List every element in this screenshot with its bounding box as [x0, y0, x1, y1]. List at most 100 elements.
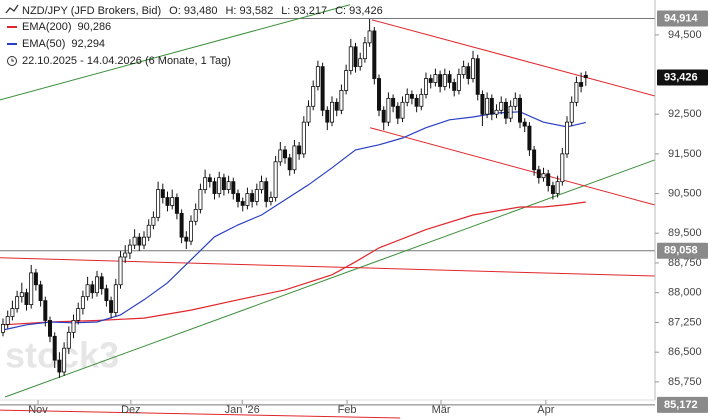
- candle-body: [250, 193, 255, 202]
- candle-body: [456, 74, 461, 91]
- candle-body: [273, 161, 278, 198]
- candle-body: [90, 284, 95, 294]
- candle-body: [391, 97, 396, 107]
- candle-body: [433, 74, 438, 83]
- candle-body: [536, 169, 541, 179]
- candle-body: [489, 97, 494, 115]
- price-label: 93,426: [664, 71, 698, 83]
- candle-body: [560, 153, 565, 183]
- y-tick-label: 90,500: [668, 187, 702, 199]
- candle-body: [160, 189, 165, 198]
- header-value: H: 93,582: [225, 5, 273, 17]
- candle-body: [254, 189, 259, 202]
- candle-body: [142, 236, 147, 246]
- candle-body: [184, 236, 189, 242]
- candle-body: [217, 177, 222, 194]
- candle-body: [57, 359, 62, 373]
- clock-icon: [7, 56, 17, 66]
- candle-body: [287, 157, 292, 171]
- candle-body: [259, 181, 264, 190]
- price-label: 89,058: [664, 245, 698, 257]
- candle-body: [179, 212, 184, 238]
- candle-body: [452, 82, 457, 91]
- legend-swatch: [7, 26, 17, 28]
- candle-body: [198, 189, 203, 210]
- candle-body: [99, 276, 104, 290]
- candle-body: [522, 121, 527, 127]
- candle-body: [193, 209, 198, 222]
- candle-body: [569, 101, 574, 123]
- period: 22.10.2025 - 14.04.2026 (6 Monate, 1 Tag…: [22, 55, 231, 67]
- candle-body: [485, 97, 490, 115]
- candle-body: [1, 324, 6, 333]
- candle-body: [546, 173, 551, 187]
- header-value: O: 93,480: [169, 5, 217, 17]
- candle-body: [311, 86, 316, 107]
- candle-body: [76, 308, 81, 321]
- y-tick-label: 92,500: [668, 108, 702, 120]
- candle-body: [231, 181, 236, 194]
- candle-body: [170, 197, 175, 206]
- candle-body: [541, 173, 546, 179]
- trend-line: [4, 159, 656, 398]
- candle-body: [344, 70, 349, 91]
- candle-body: [245, 193, 250, 206]
- chart-icon: [5, 4, 19, 14]
- candle-body: [471, 58, 476, 79]
- candle-body: [109, 300, 114, 313]
- price-label-box: [657, 396, 708, 413]
- y-tick-label: 88,000: [668, 287, 702, 299]
- candle-body: [236, 193, 241, 202]
- candle-body: [52, 335, 57, 361]
- candle-body: [80, 296, 85, 309]
- candle-body: [292, 145, 297, 171]
- candle-body: [189, 220, 194, 242]
- candle-body: [405, 93, 410, 103]
- trend-line: [371, 19, 656, 97]
- candle-body: [518, 97, 523, 123]
- candle-body: [95, 276, 100, 294]
- trend-line: [0, 4, 351, 101]
- legend-value: 90,286: [78, 21, 112, 33]
- candle-body: [132, 236, 137, 246]
- candle-body: [499, 101, 504, 111]
- candle-body: [367, 30, 372, 44]
- candle-body: [306, 105, 311, 123]
- candle-body: [447, 74, 452, 83]
- candle-body: [409, 93, 414, 99]
- candle-body: [146, 224, 151, 238]
- x-tick-label: Mär: [432, 404, 451, 416]
- legend-value: 92,294: [71, 38, 105, 50]
- x-tick-label: Apr: [537, 404, 554, 416]
- ema-line: [2, 201, 586, 326]
- candle-body: [320, 66, 325, 111]
- header-value: C: 93,426: [335, 5, 383, 17]
- candle-body: [212, 181, 217, 194]
- candle-body: [10, 308, 15, 317]
- candle-body: [362, 42, 367, 60]
- candle-body: [137, 236, 142, 246]
- candle-body: [461, 66, 466, 75]
- candle-body: [33, 272, 38, 286]
- candle-body: [240, 201, 245, 206]
- candle-body: [395, 105, 400, 119]
- x-tick-label: Feb: [338, 404, 357, 416]
- trend-line: [369, 127, 656, 206]
- candle-body: [494, 109, 499, 115]
- y-tick-label: 91,500: [668, 148, 702, 160]
- y-tick-label: 85,750: [668, 376, 702, 388]
- candle-body: [419, 93, 424, 107]
- candle-body: [480, 93, 485, 115]
- candle-body: [226, 181, 231, 190]
- candle-body: [315, 66, 320, 87]
- candle-body: [283, 149, 288, 159]
- candle-body: [348, 46, 353, 71]
- y-tick-label: 88,750: [668, 257, 702, 269]
- candle-body: [118, 256, 123, 286]
- candle-body: [555, 181, 560, 194]
- candle-body: [508, 105, 513, 119]
- y-tick-label: 94,500: [668, 29, 702, 41]
- candle-body: [550, 185, 555, 194]
